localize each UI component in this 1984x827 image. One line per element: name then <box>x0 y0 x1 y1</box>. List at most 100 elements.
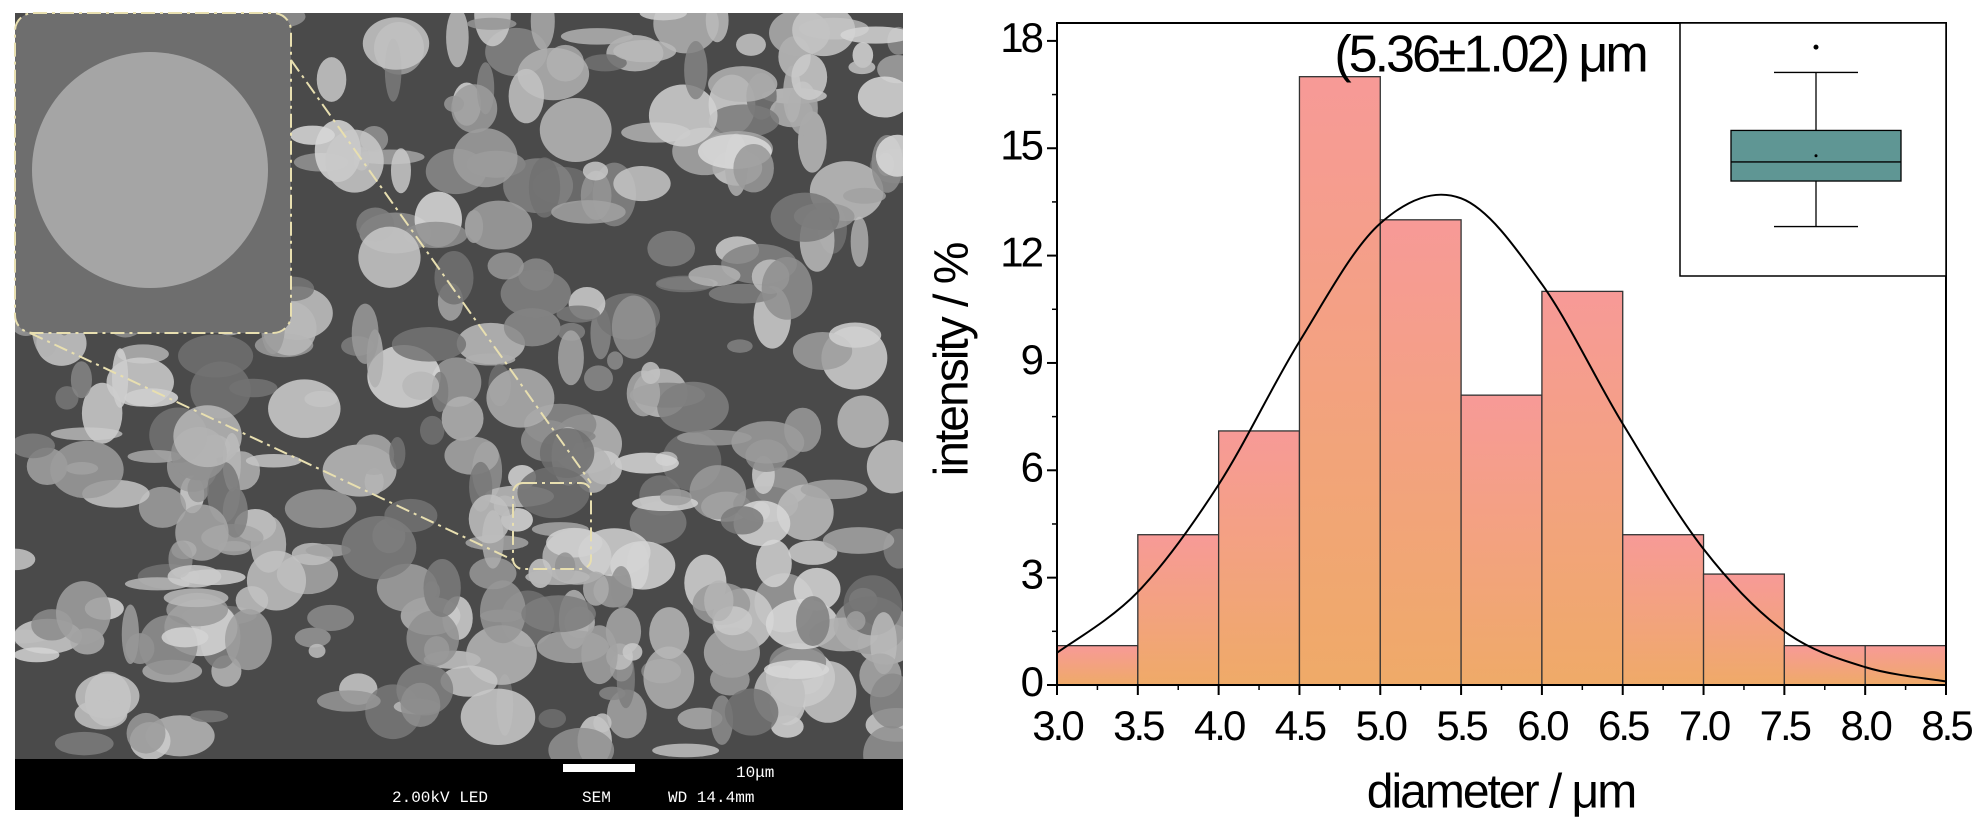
sem-particle <box>528 157 561 218</box>
sem-particle <box>444 436 499 475</box>
sem-particle <box>391 327 467 362</box>
y-tick-label: 0 <box>1021 658 1043 705</box>
sem-particle <box>521 595 596 633</box>
sem-particle <box>869 673 903 729</box>
y-tick-label: 9 <box>1021 336 1043 383</box>
sem-particle <box>610 565 632 609</box>
scale-label: 10μm <box>736 764 774 782</box>
mean-point <box>1814 154 1818 158</box>
sem-particle <box>451 84 498 134</box>
sem-particle <box>15 647 60 663</box>
sem-particle <box>187 475 209 503</box>
sem-particle <box>362 17 430 70</box>
sem-particle <box>708 66 778 102</box>
x-tick-label: 4.0 <box>1194 702 1245 749</box>
sem-particle <box>689 465 747 520</box>
sem-particle <box>857 76 903 118</box>
sem-particle <box>611 295 656 359</box>
sem-particle <box>731 421 805 464</box>
sem-particle <box>138 486 187 528</box>
sem-particle <box>316 57 347 102</box>
bar <box>1460 394 1543 686</box>
sem-particle <box>126 712 166 754</box>
y-tick-label: 18 <box>1000 14 1042 61</box>
bar <box>1217 430 1301 686</box>
sem-particle <box>688 264 741 287</box>
sem-particle <box>503 308 561 347</box>
sem-particle <box>389 437 406 470</box>
sem-particle <box>755 539 792 588</box>
sem-particle <box>453 128 518 188</box>
sem-particle <box>161 627 209 648</box>
sem-particle <box>325 129 384 193</box>
sem-particle <box>406 610 460 667</box>
sem-particle <box>648 84 718 147</box>
sem-particle <box>796 596 830 646</box>
bar <box>1783 644 1866 686</box>
x-tick-label: 5.0 <box>1356 702 1407 749</box>
x-tick-label: 6.5 <box>1598 702 1649 749</box>
sem-particle <box>400 682 441 727</box>
sem-particle <box>837 395 889 448</box>
bar <box>1056 644 1139 686</box>
sem-info-bar <box>15 759 903 810</box>
sem-particle <box>703 627 760 678</box>
outlier-point <box>1813 44 1819 50</box>
sem-particle <box>15 548 36 571</box>
sem-particle <box>163 588 229 608</box>
sem-particle <box>246 550 307 611</box>
sem-particle <box>736 33 766 56</box>
bar <box>1622 534 1705 686</box>
sem-particle <box>539 428 595 478</box>
sem-particle <box>639 13 687 21</box>
sem-particle <box>55 386 79 410</box>
voltage-label: 2.00kV LED <box>392 789 488 807</box>
sem-particle <box>727 339 753 353</box>
y-axis-title: intensity / % <box>926 243 979 476</box>
sem-particle <box>167 564 222 588</box>
sem-particle <box>866 440 903 494</box>
sem-particle <box>15 433 55 459</box>
sem-particle <box>284 489 357 529</box>
sem-particle <box>800 479 868 500</box>
bar <box>1541 290 1624 686</box>
sem-particle <box>705 13 729 43</box>
sem-particle <box>268 379 341 438</box>
sem-particle <box>622 643 643 661</box>
y-tick-label: 3 <box>1021 551 1043 598</box>
x-tick-label: 7.0 <box>1679 702 1730 749</box>
y-tick-label: 12 <box>1000 229 1042 276</box>
sem-particle <box>55 581 111 645</box>
zoom-line <box>290 59 592 484</box>
sem-particle <box>657 381 729 433</box>
sem-particle <box>840 26 903 44</box>
sem-particle <box>305 544 351 557</box>
sem-image: 10μm 2.00kV LED SEM WD 14.4mm <box>14 12 903 810</box>
sem-particle <box>364 468 384 496</box>
sem-particle <box>446 13 469 68</box>
bar <box>1137 534 1220 686</box>
sem-particle <box>480 609 523 623</box>
sem-particle <box>583 571 609 606</box>
sem-particle <box>402 371 440 400</box>
sem-particle <box>245 453 302 468</box>
sem-particle <box>546 527 603 558</box>
sem-particle <box>720 506 764 535</box>
sem-particle <box>613 165 671 202</box>
sem-particle <box>70 361 93 399</box>
x-tick-label: 3.0 <box>1032 702 1083 749</box>
x-tick-label: 8.0 <box>1840 702 1891 749</box>
sem-particle <box>763 660 830 679</box>
sem-particle <box>74 699 128 730</box>
sem-particle <box>440 665 498 697</box>
sem-particle <box>877 54 903 84</box>
sem-particle <box>486 368 555 428</box>
sem-particle <box>629 501 687 544</box>
sem-particle <box>659 488 692 506</box>
sem-particle <box>761 257 813 320</box>
sem-particle <box>614 452 679 474</box>
sem-particle <box>525 569 590 586</box>
x-tick-label: 4.5 <box>1275 702 1326 749</box>
sem-particle <box>538 709 567 729</box>
sem-particle <box>530 13 555 50</box>
